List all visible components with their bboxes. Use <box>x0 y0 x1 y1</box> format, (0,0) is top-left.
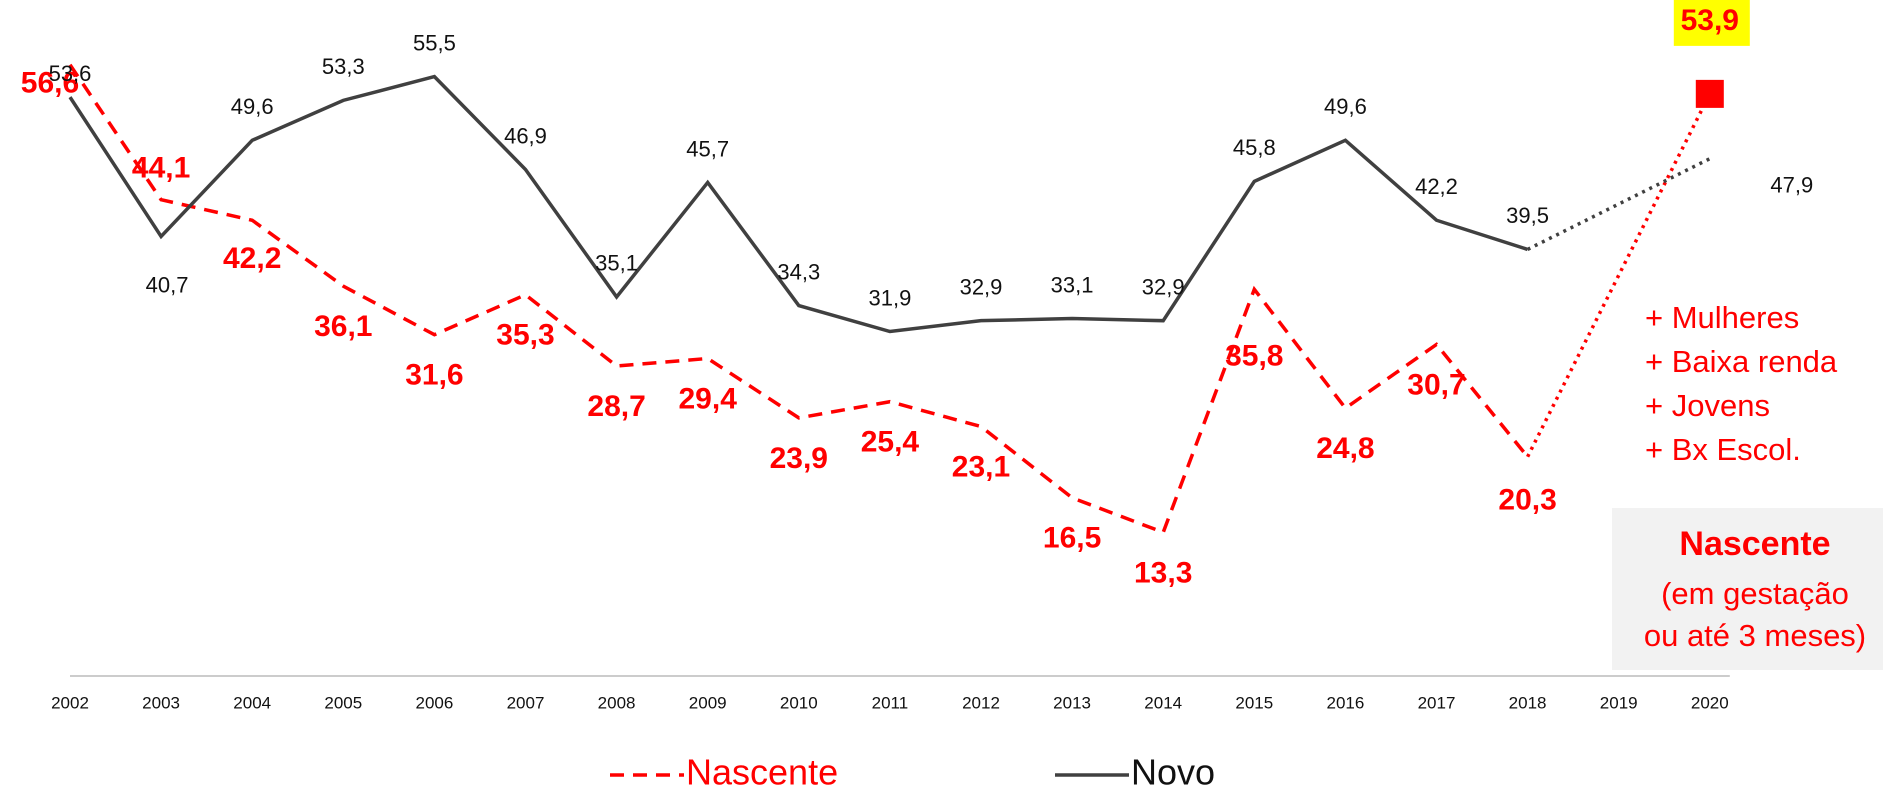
x-tick-label: 2002 <box>51 693 89 712</box>
data-label: 28,7 <box>587 390 645 423</box>
x-tick-label: 2006 <box>415 693 453 712</box>
note-title: Nascente <box>1679 525 1830 563</box>
data-label: 29,4 <box>679 382 738 415</box>
x-tick-label: 2011 <box>872 693 909 712</box>
data-label: 23,1 <box>952 450 1010 483</box>
data-label: 36,1 <box>314 310 372 343</box>
data-label: 31,6 <box>405 359 463 392</box>
x-tick-label: 2013 <box>1053 693 1091 712</box>
data-label: 46,9 <box>504 123 547 148</box>
data-label: 47,9 <box>1770 172 1813 197</box>
end-marker <box>1695 79 1724 108</box>
gap-connector <box>1526 93 1712 458</box>
legend-label: Nascente <box>686 752 838 791</box>
data-label: 33,1 <box>1051 272 1094 297</box>
highlight <box>1673 0 1750 46</box>
x-tick-label: 2018 <box>1509 693 1547 712</box>
data-label: 20,3 <box>1498 484 1556 517</box>
data-label: 42,2 <box>1415 174 1458 199</box>
annotation: + Bx Escol. <box>1645 432 1801 467</box>
gap-connector <box>1526 157 1711 251</box>
x-tick-label: 2009 <box>689 693 727 712</box>
data-label: 53,3 <box>322 54 365 79</box>
data-label: 32,9 <box>1142 274 1185 299</box>
data-label: 49,6 <box>1324 94 1367 119</box>
x-tick-label: 2010 <box>780 693 818 712</box>
x-tick-label: 2016 <box>1326 693 1364 712</box>
data-label: 32,9 <box>960 274 1003 299</box>
note-box <box>1612 508 1883 670</box>
x-tick-label: 2020 <box>1691 693 1729 712</box>
data-label: 53,9 <box>1681 4 1739 37</box>
series-line <box>68 63 1529 535</box>
data-label: 25,4 <box>861 426 920 459</box>
annotation: + Jovens <box>1645 388 1770 423</box>
x-tick-label: 2017 <box>1418 693 1456 712</box>
series-line <box>68 74 1529 334</box>
data-label: 49,6 <box>231 94 274 119</box>
data-label: 45,8 <box>1233 135 1276 160</box>
data-label: 23,9 <box>770 442 828 475</box>
data-label: 24,8 <box>1316 432 1374 465</box>
legend-label: Novo <box>1131 752 1215 791</box>
x-tick-label: 2008 <box>598 693 636 712</box>
x-tick-label: 2014 <box>1144 693 1182 712</box>
data-label: 13,3 <box>1134 556 1192 589</box>
data-label: 56,6 <box>21 67 79 100</box>
x-tick-label: 2007 <box>507 693 545 712</box>
data-label: 31,9 <box>868 285 911 310</box>
x-tick-label: 2004 <box>233 693 271 712</box>
x-tick-label: 2015 <box>1235 693 1273 712</box>
note-line: ou até 3 meses) <box>1644 618 1866 653</box>
data-label: 34,3 <box>777 259 820 284</box>
data-label: 45,7 <box>686 136 729 161</box>
x-tick-label: 2005 <box>324 693 362 712</box>
annotation: + Baixa renda <box>1645 344 1838 379</box>
data-label: 16,5 <box>1043 522 1101 555</box>
annotation: + Mulheres <box>1645 300 1799 335</box>
data-label: 35,3 <box>496 319 554 352</box>
note-line: (em gestação <box>1661 576 1849 611</box>
data-label: 35,1 <box>595 251 638 276</box>
data-label: 30,7 <box>1407 368 1465 401</box>
data-label: 39,5 <box>1506 203 1549 228</box>
x-tick-label: 2019 <box>1600 693 1638 712</box>
x-tick-label: 2012 <box>962 693 1000 712</box>
x-tick-label: 2003 <box>142 693 180 712</box>
data-label: 42,2 <box>223 242 281 275</box>
data-label: 40,7 <box>146 272 189 297</box>
data-label: 53,6 <box>49 61 92 86</box>
data-label: 55,5 <box>413 30 456 55</box>
data-label: 35,8 <box>1225 339 1283 372</box>
data-label: 44,1 <box>132 152 190 185</box>
